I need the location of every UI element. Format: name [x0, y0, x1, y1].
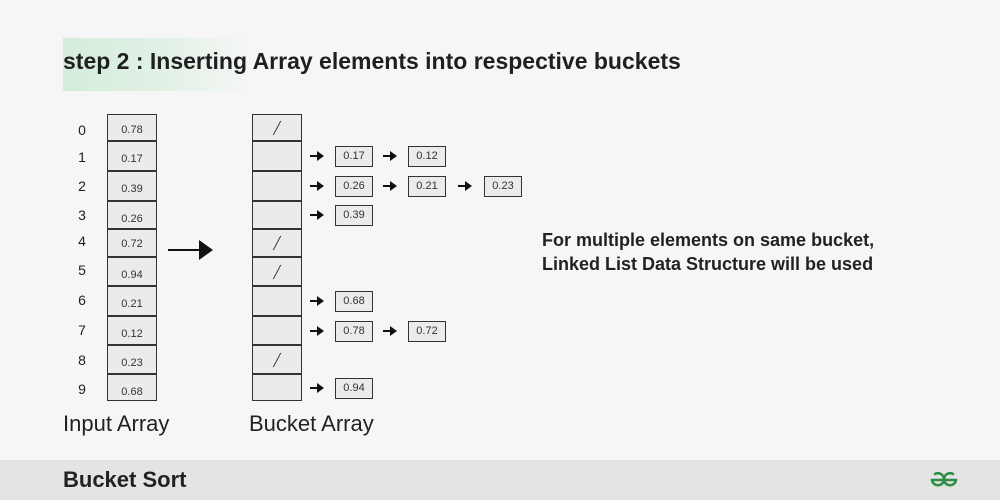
link-arrow-icon — [310, 151, 324, 161]
link-arrow-icon — [383, 151, 397, 161]
index-label: 4 — [78, 233, 86, 249]
title-highlight — [63, 38, 253, 91]
input-cell-value: 0.68 — [121, 386, 143, 398]
input-array-caption: Input Array — [63, 411, 170, 436]
null-slash-icon — [272, 235, 282, 251]
link-arrow-icon — [383, 181, 397, 191]
link-arrow-icon — [458, 181, 472, 191]
null-slash-icon — [272, 264, 282, 279]
input-cell-value: 0.12 — [121, 328, 143, 340]
null-slash-icon — [272, 352, 282, 367]
list-node: 0.26 — [335, 176, 373, 197]
bucket-cell — [252, 286, 302, 316]
note-line-1: For multiple elements on same bucket, — [542, 230, 875, 250]
transform-arrow-icon — [168, 240, 213, 260]
bucket-cell — [252, 141, 302, 171]
bucket-cell — [252, 345, 302, 374]
input-cell-value: 0.23 — [121, 357, 143, 369]
index-label: 7 — [78, 322, 86, 338]
bucket-cell — [252, 257, 302, 286]
list-node: 0.68 — [335, 291, 373, 312]
input-cell-value: 0.17 — [121, 153, 143, 165]
input-cell-value: 0.21 — [121, 298, 143, 310]
input-cell: 0.78 — [107, 114, 157, 141]
link-arrow-icon — [310, 181, 324, 191]
list-node: 0.23 — [484, 176, 522, 197]
input-cell: 0.26 — [107, 201, 157, 229]
link-arrow-icon — [310, 210, 324, 220]
input-cell-value: 0.78 — [121, 124, 143, 136]
link-arrow-icon — [310, 382, 324, 393]
index-label: 1 — [78, 149, 86, 165]
page-title: step 2 : Inserting Array elements into r… — [63, 48, 681, 74]
bucket-array-caption: Bucket Array — [249, 411, 374, 436]
input-cell: 0.72 — [107, 229, 157, 257]
list-node: 0.94 — [335, 378, 373, 399]
list-node: 0.12 — [408, 146, 446, 167]
bucket-cell — [252, 316, 302, 345]
link-arrow-icon — [310, 296, 324, 306]
bucket-cell — [252, 171, 302, 201]
list-node: 0.21 — [408, 176, 446, 197]
footer-bar — [0, 460, 1000, 500]
list-node: 0.39 — [335, 205, 373, 226]
list-node: 0.17 — [335, 146, 373, 167]
null-slash-icon — [272, 120, 282, 135]
bucket-cell — [252, 374, 302, 401]
input-cell: 0.39 — [107, 171, 157, 201]
footer-title: Bucket Sort — [63, 467, 187, 492]
input-cell-value: 0.94 — [121, 269, 143, 281]
bucket-cell — [252, 114, 302, 141]
index-label: 5 — [78, 262, 86, 278]
input-cell-value: 0.26 — [121, 213, 143, 225]
index-label: 6 — [78, 292, 86, 308]
input-cell: 0.23 — [107, 345, 157, 374]
input-cell: 0.68 — [107, 374, 157, 401]
index-label: 0 — [78, 122, 86, 138]
input-cell: 0.94 — [107, 257, 157, 286]
link-arrow-icon — [310, 325, 324, 336]
index-label: 9 — [78, 381, 86, 397]
index-label: 3 — [78, 207, 86, 223]
input-cell-value: 0.72 — [121, 238, 143, 250]
input-cell: 0.17 — [107, 141, 157, 171]
bucket-cell — [252, 229, 302, 257]
input-cell-value: 0.39 — [121, 183, 143, 195]
gfg-logo-icon — [930, 472, 958, 487]
linked-list-note: For multiple elements on same bucket, Li… — [542, 228, 874, 276]
input-cell: 0.12 — [107, 316, 157, 345]
input-cell: 0.21 — [107, 286, 157, 316]
note-line-2: Linked List Data Structure will be used — [542, 254, 874, 274]
list-node: 0.72 — [408, 321, 446, 342]
index-label: 2 — [78, 178, 86, 194]
bucket-cell — [252, 201, 302, 229]
index-label: 8 — [78, 352, 86, 368]
list-node: 0.78 — [335, 321, 373, 342]
link-arrow-icon — [383, 325, 397, 336]
